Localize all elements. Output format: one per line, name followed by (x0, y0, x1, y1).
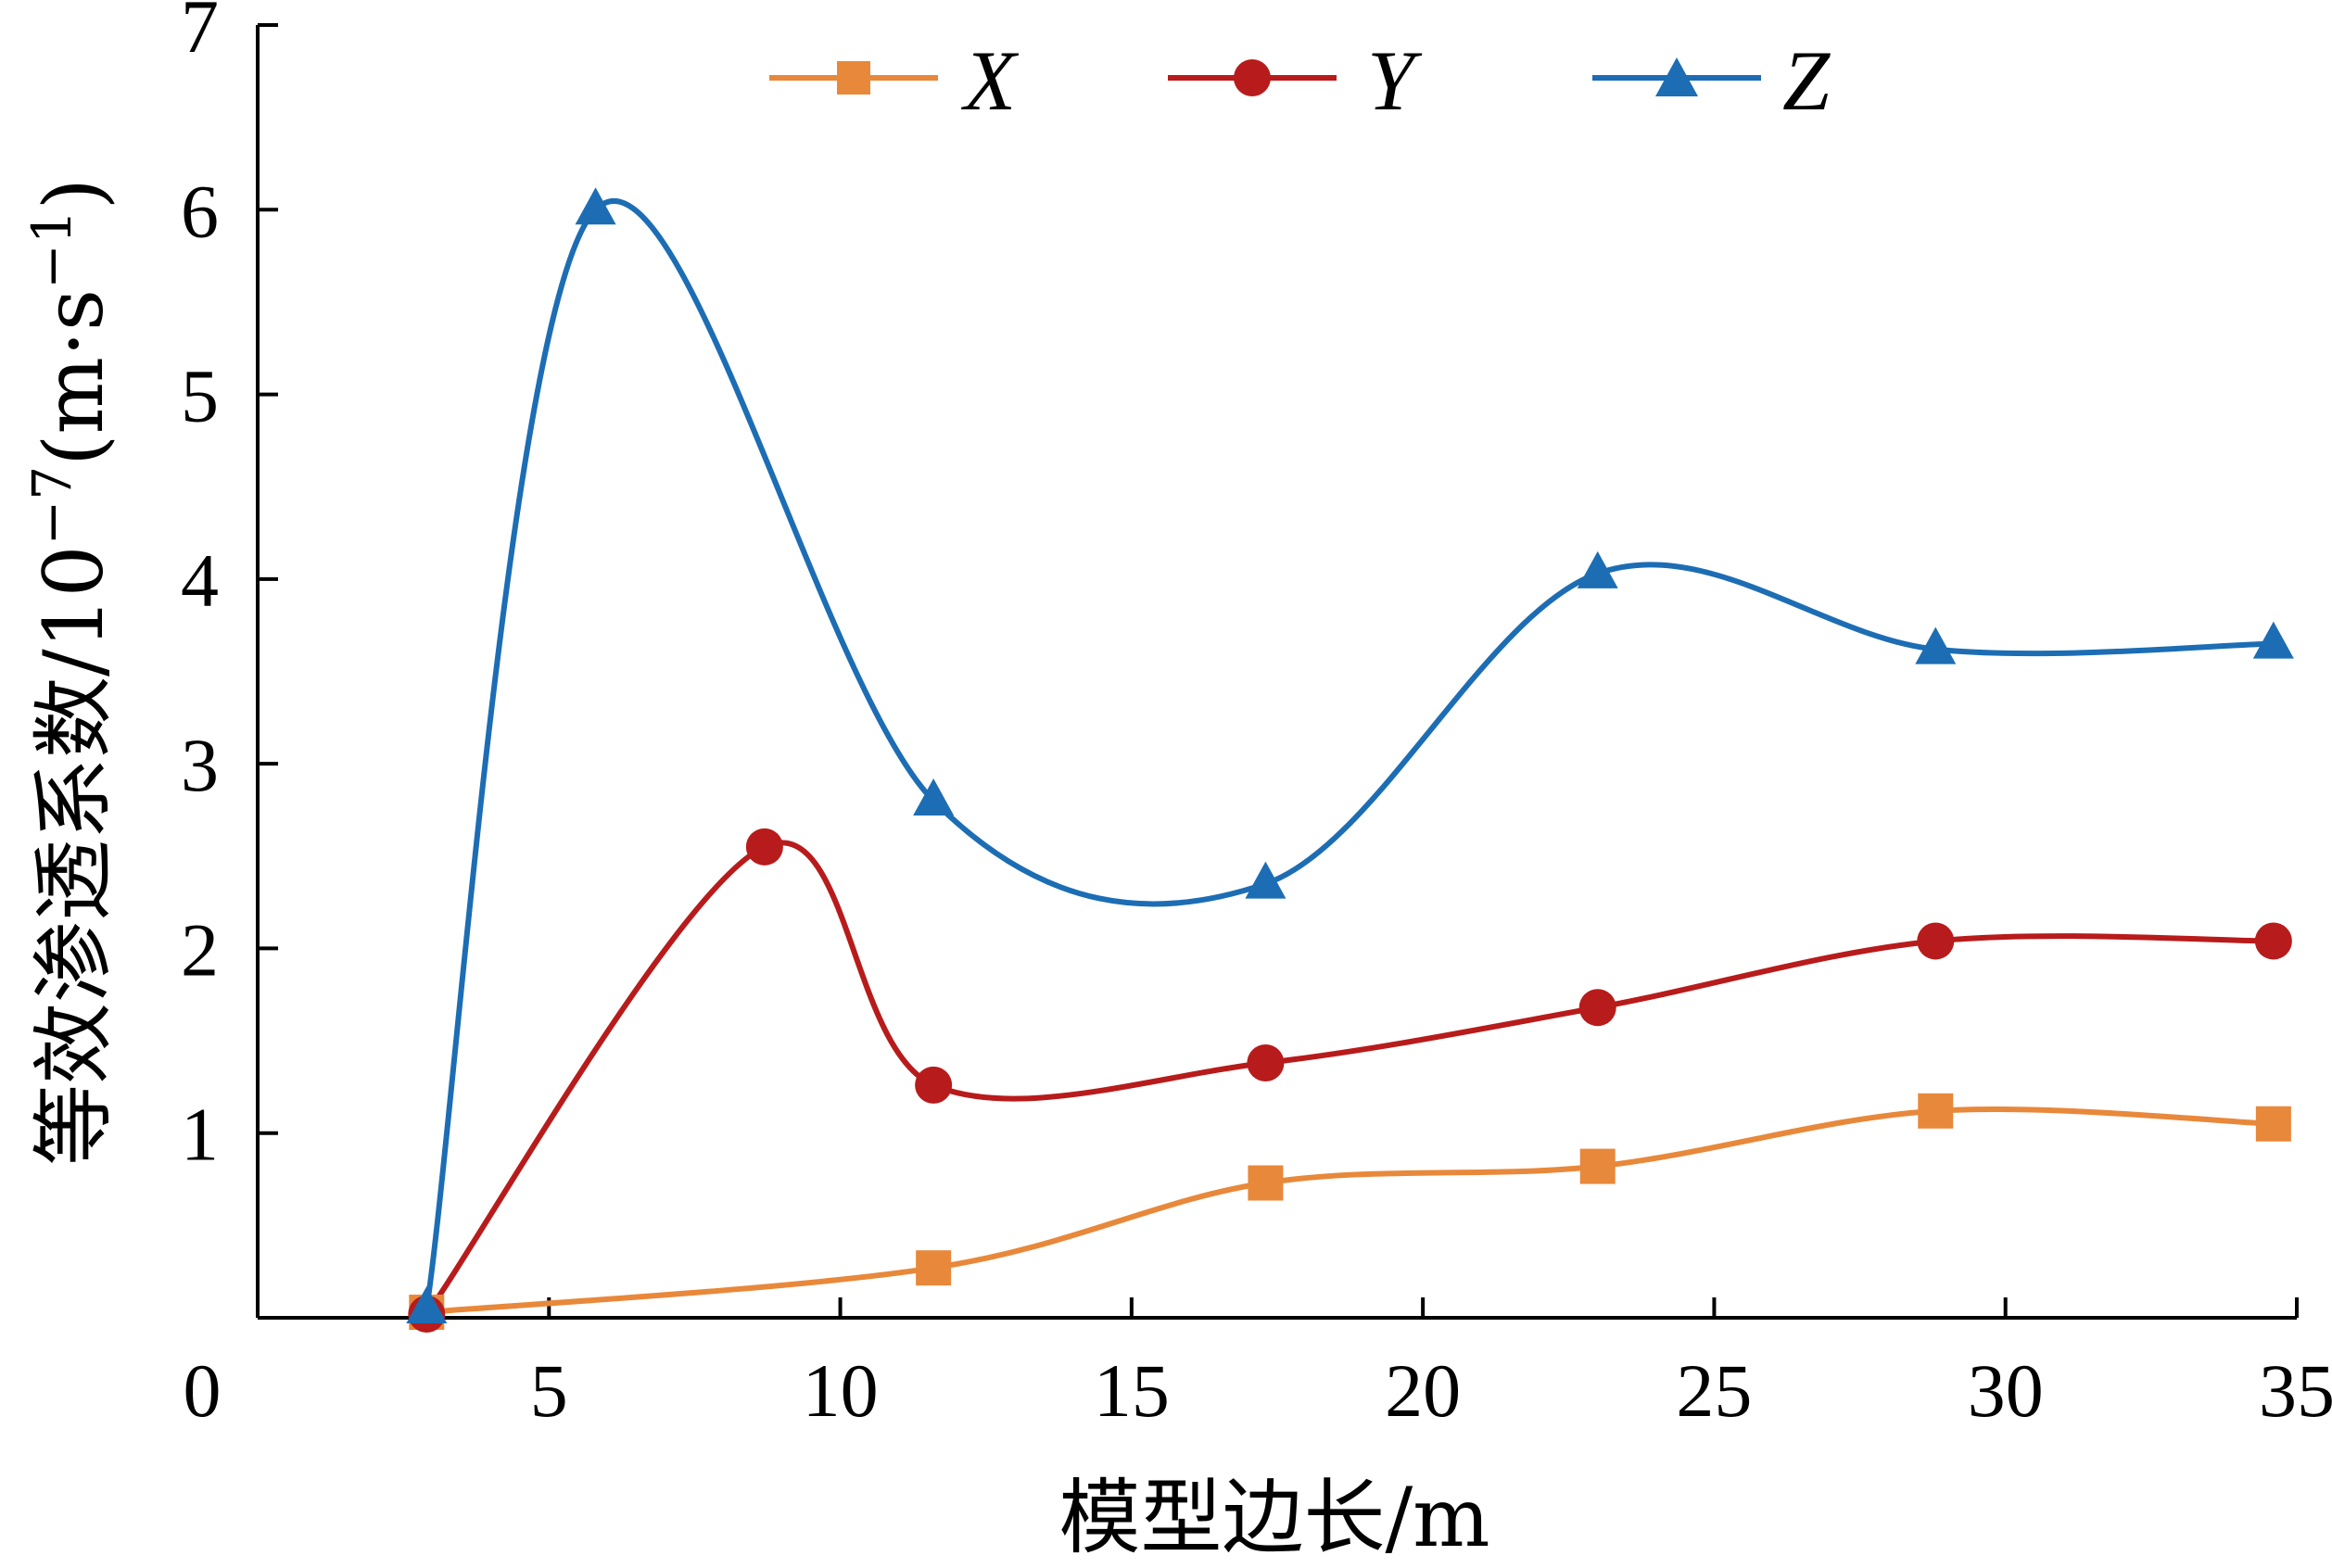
data-point-z (1245, 861, 1286, 899)
axes (256, 25, 2297, 1320)
y-tick-label: 3 (181, 723, 219, 807)
data-point-x (2255, 1106, 2291, 1142)
y-tick-label: 4 (181, 538, 219, 623)
x-tick-label: 20 (1385, 1348, 1461, 1433)
legend: X Y Z (769, 33, 1831, 128)
legend-marker-x (837, 61, 870, 95)
legend-item-y: Y (1168, 33, 1423, 128)
x-tick-label: 15 (1094, 1348, 1170, 1433)
y-axis-title-unit-open: (m·s (26, 289, 121, 466)
legend-label-x: X (960, 33, 1020, 128)
series-lines (424, 198, 2276, 1318)
data-point-z (1577, 550, 1618, 588)
data-point-y (745, 828, 783, 866)
data-point-y (1917, 922, 1955, 960)
series-line-x (424, 1106, 2276, 1316)
y-tick-label: 6 (181, 169, 219, 253)
y-tick-label: 2 (181, 907, 219, 992)
data-point-x (1248, 1165, 1284, 1201)
data-point-z (2252, 621, 2294, 659)
y-axis-title-unit-exp: −1 (20, 209, 83, 289)
x-tick-label: 25 (1676, 1348, 1752, 1433)
legend-item-z: Z (1592, 33, 1831, 128)
y-axis-title-main: 等效渗透系数/10 (26, 545, 121, 1166)
data-point-y (2254, 922, 2292, 960)
tick-labels: 5 10 15 20 25 30 35 1 2 3 4 5 6 7 (181, 0, 2332, 1433)
data-point-y (1247, 1043, 1285, 1081)
series-line-z (424, 198, 2276, 1312)
ticks (258, 23, 2299, 1318)
data-point-y (915, 1066, 953, 1104)
legend-label-z: Z (1782, 33, 1831, 128)
origin-label: 0 (184, 1348, 222, 1433)
y-axis-title-exp: −7 (20, 466, 83, 546)
y-tick-label: 7 (181, 0, 219, 69)
y-axis-title-unit-close: ) (26, 178, 121, 209)
legend-marker-y (1234, 59, 1271, 96)
data-point-y (1578, 989, 1616, 1027)
data-point-z (913, 778, 955, 816)
x-tick-label: 30 (1968, 1348, 2044, 1433)
data-point-x (1579, 1148, 1616, 1184)
x-tick-label: 10 (803, 1348, 879, 1433)
data-point-z (1915, 626, 1957, 664)
y-tick-label: 5 (181, 354, 219, 438)
y-tick-label: 1 (181, 1093, 219, 1177)
series-markers (406, 187, 2294, 1334)
series-line-y (424, 840, 2276, 1318)
data-point-z (575, 187, 616, 225)
x-axis-title: 模型边长/m (1058, 1470, 1489, 1565)
legend-label-y: Y (1367, 33, 1423, 128)
data-point-x (916, 1250, 952, 1286)
y-axis-title: 等效渗透系数/10−7(m·s−1) (20, 178, 121, 1166)
data-point-z (406, 1286, 448, 1324)
x-tick-label: 5 (530, 1348, 568, 1433)
x-tick-label: 35 (2259, 1348, 2332, 1433)
legend-item-x: X (769, 33, 1020, 128)
legend-marker-z (1655, 57, 1698, 96)
data-point-x (1918, 1093, 1954, 1129)
